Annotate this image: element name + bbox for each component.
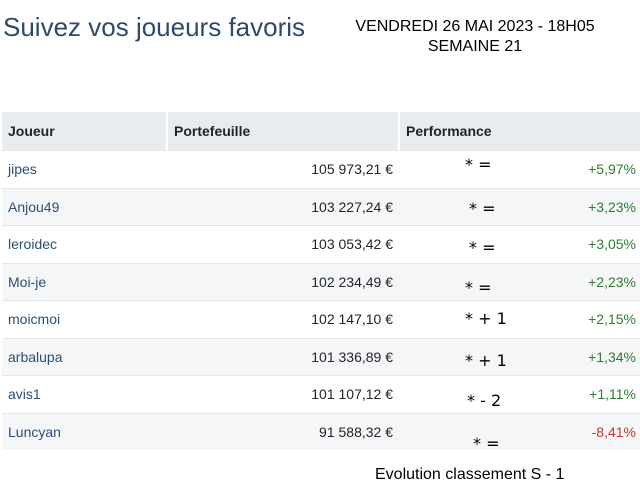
player-link[interactable]: leroidec [8, 236, 58, 253]
performance-cell: * = +3,23% [399, 187, 640, 226]
table-row: Moi-je 102 234,49 € * = +2,23% [2, 262, 640, 301]
date-block: VENDREDI 26 MAI 2023 - 18H05 SEMAINE 21 [340, 17, 610, 57]
table-row: jipes 105 973,21 € * = +5,97% [2, 150, 640, 188]
rank-evolution: * + 1 [465, 309, 507, 328]
player-cell: leroidec [2, 225, 167, 263]
date-line: VENDREDI 26 MAI 2023 - 18H05 [355, 18, 595, 35]
performance-value: +1,11% [589, 386, 636, 403]
column-header-performance: Performance [399, 112, 640, 151]
week-line: SEMAINE 21 [427, 38, 523, 55]
wallet-cell: 101 336,89 € [167, 337, 399, 376]
wallet-cell: 101 107,12 € [167, 375, 399, 413]
player-link[interactable]: Moi-je [8, 273, 47, 290]
table-row: Luncyan 91 588,32 € * = -8,41% [2, 412, 640, 453]
page-title: Suivez vos joueurs favoris [3, 12, 306, 42]
player-cell: moicmoi [2, 300, 167, 338]
wallet-cell: 103 227,24 € [167, 187, 399, 226]
performance-value: +2,15% [588, 311, 636, 328]
rank-evolution: * + 1 [465, 350, 507, 370]
rank-evolution: * = [469, 198, 496, 218]
performance-value: +2,23% [588, 273, 636, 290]
evolution-legend: Evolution classement S - 1 [375, 466, 565, 483]
performance-value: +3,23% [588, 198, 636, 215]
performance-value: -8,41% [591, 423, 636, 440]
wallet-cell: 103 053,42 € [167, 225, 399, 263]
player-cell: Moi-je [2, 262, 167, 301]
table-row: arbalupa 101 336,89 € * + 1 +1,34% [2, 337, 640, 376]
performance-cell: * - 2 +1,11% [399, 375, 640, 413]
player-cell: Luncyan [2, 412, 167, 450]
performance-value: +3,05% [588, 236, 636, 253]
player-cell: jipes [2, 150, 167, 188]
table-row: leroidec 103 053,42 € * = +3,05% [2, 225, 640, 263]
player-link[interactable]: jipes [8, 161, 37, 178]
player-link[interactable]: arbalupa [8, 348, 63, 365]
player-cell: avis1 [2, 375, 167, 413]
column-header-player: Joueur [2, 112, 168, 151]
wallet-cell: 105 973,21 € [167, 150, 399, 188]
rank-evolution: * = [465, 277, 492, 297]
wallet-cell: 102 147,10 € [167, 300, 399, 338]
rank-evolution: * = [473, 433, 500, 453]
wallet-cell: 102 234,49 € [167, 262, 399, 301]
table-row: Anjou49 103 227,24 € * = +3,23% [2, 187, 640, 226]
performance-value: +1,34% [588, 348, 636, 365]
player-link[interactable]: moicmoi [8, 311, 61, 328]
wallet-cell: 91 588,32 € [167, 412, 399, 450]
table-row: avis1 101 107,12 € * - 2 +1,11% [2, 375, 640, 413]
performance-cell: * = +5,97% [399, 150, 640, 188]
performance-cell: * = +2,23% [399, 262, 640, 301]
rank-evolution: * = [469, 238, 496, 257]
table-header-row: Joueur Portefeuille Performance [2, 112, 640, 151]
player-link[interactable]: Luncyan [8, 423, 61, 440]
ranking-table: Joueur Portefeuille Performance jipes 10… [2, 112, 640, 453]
player-cell: arbalupa [2, 337, 167, 376]
rank-evolution: * - 2 [467, 391, 502, 410]
rank-evolution: * = [465, 155, 492, 174]
performance-cell: * = -8,41% [399, 412, 640, 453]
performance-cell: * = +3,05% [399, 225, 640, 263]
player-link[interactable]: avis1 [8, 386, 41, 403]
performance-value: +5,97% [588, 161, 636, 178]
table-row: moicmoi 102 147,10 € * + 1 +2,15% [2, 300, 640, 338]
column-header-wallet: Portefeuille [167, 112, 400, 151]
player-link[interactable]: Anjou49 [8, 198, 60, 215]
performance-cell: * + 1 +1,34% [399, 337, 640, 376]
player-cell: Anjou49 [2, 187, 167, 226]
performance-cell: * + 1 +2,15% [399, 300, 640, 338]
